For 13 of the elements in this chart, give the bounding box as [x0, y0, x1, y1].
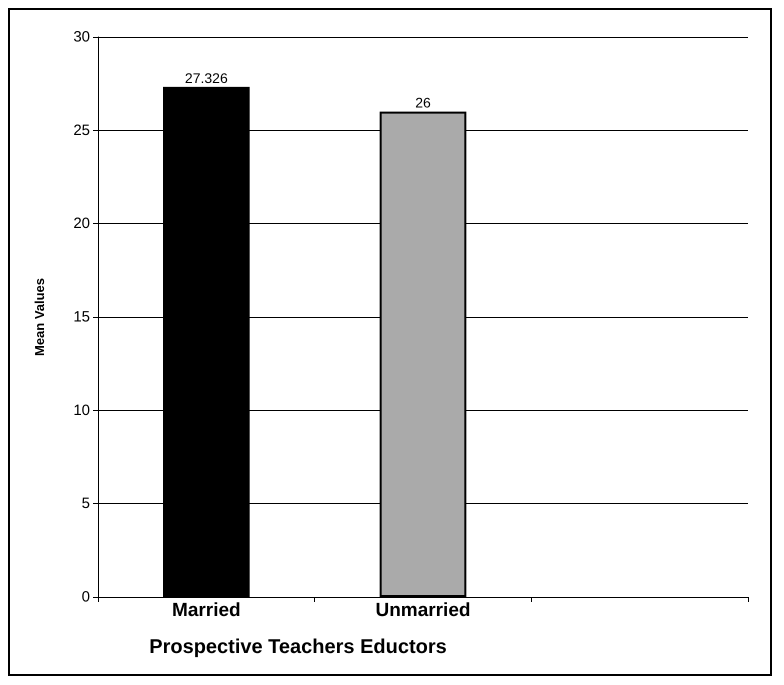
x-axis-title: Prospective Teachers Eductors: [149, 636, 447, 658]
y-tick-label: 30: [73, 28, 90, 46]
y-tick-label: 15: [73, 308, 90, 326]
data-label: 26: [415, 94, 431, 111]
y-tick-label: 0: [82, 588, 90, 606]
y-tick-label: 20: [73, 215, 90, 232]
data-label: 27.326: [184, 70, 228, 86]
y-axis-title: Mean Values: [32, 278, 47, 356]
x-tick-label: Unmarried: [375, 600, 471, 621]
y-tick-label: 10: [73, 402, 90, 419]
y-tick-label: 25: [73, 122, 90, 139]
x-tick-label: Married: [172, 600, 241, 621]
y-tick-label: 5: [82, 495, 90, 512]
